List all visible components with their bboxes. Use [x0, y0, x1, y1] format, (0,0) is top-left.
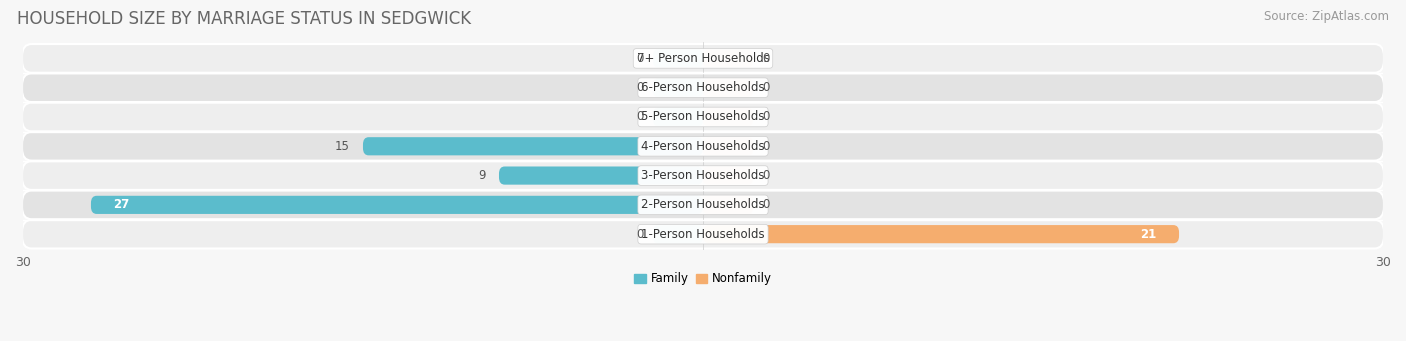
- Text: 0: 0: [637, 110, 644, 123]
- FancyBboxPatch shape: [654, 79, 703, 97]
- FancyBboxPatch shape: [654, 49, 703, 68]
- Text: 21: 21: [1140, 228, 1156, 241]
- FancyBboxPatch shape: [703, 166, 752, 184]
- Text: 0: 0: [762, 110, 769, 123]
- FancyBboxPatch shape: [703, 225, 1180, 243]
- Text: 0: 0: [762, 52, 769, 65]
- Text: 0: 0: [762, 140, 769, 153]
- Text: HOUSEHOLD SIZE BY MARRIAGE STATUS IN SEDGWICK: HOUSEHOLD SIZE BY MARRIAGE STATUS IN SED…: [17, 10, 471, 28]
- Text: 1-Person Households: 1-Person Households: [641, 228, 765, 241]
- Text: 2-Person Households: 2-Person Households: [641, 198, 765, 211]
- Text: 7+ Person Households: 7+ Person Households: [637, 52, 769, 65]
- Text: Source: ZipAtlas.com: Source: ZipAtlas.com: [1264, 10, 1389, 23]
- FancyBboxPatch shape: [22, 191, 1384, 219]
- FancyBboxPatch shape: [703, 137, 752, 155]
- Text: 0: 0: [762, 81, 769, 94]
- Text: 0: 0: [637, 52, 644, 65]
- Text: 15: 15: [335, 140, 349, 153]
- FancyBboxPatch shape: [22, 220, 1384, 249]
- Text: 0: 0: [762, 169, 769, 182]
- FancyBboxPatch shape: [22, 132, 1384, 161]
- FancyBboxPatch shape: [91, 196, 703, 214]
- FancyBboxPatch shape: [22, 44, 1384, 73]
- FancyBboxPatch shape: [363, 137, 703, 155]
- FancyBboxPatch shape: [22, 103, 1384, 131]
- FancyBboxPatch shape: [22, 161, 1384, 190]
- Text: 0: 0: [637, 81, 644, 94]
- Text: 9: 9: [478, 169, 485, 182]
- FancyBboxPatch shape: [499, 166, 703, 184]
- Text: 0: 0: [762, 198, 769, 211]
- FancyBboxPatch shape: [703, 49, 752, 68]
- FancyBboxPatch shape: [703, 196, 752, 214]
- Text: 4-Person Households: 4-Person Households: [641, 140, 765, 153]
- FancyBboxPatch shape: [703, 108, 752, 126]
- FancyBboxPatch shape: [703, 79, 752, 97]
- Text: 0: 0: [637, 228, 644, 241]
- Text: 5-Person Households: 5-Person Households: [641, 110, 765, 123]
- Text: 3-Person Households: 3-Person Households: [641, 169, 765, 182]
- FancyBboxPatch shape: [654, 225, 703, 243]
- Text: 6-Person Households: 6-Person Households: [641, 81, 765, 94]
- Legend: Family, Nonfamily: Family, Nonfamily: [630, 268, 776, 290]
- FancyBboxPatch shape: [654, 108, 703, 126]
- Text: 27: 27: [114, 198, 129, 211]
- FancyBboxPatch shape: [22, 73, 1384, 102]
